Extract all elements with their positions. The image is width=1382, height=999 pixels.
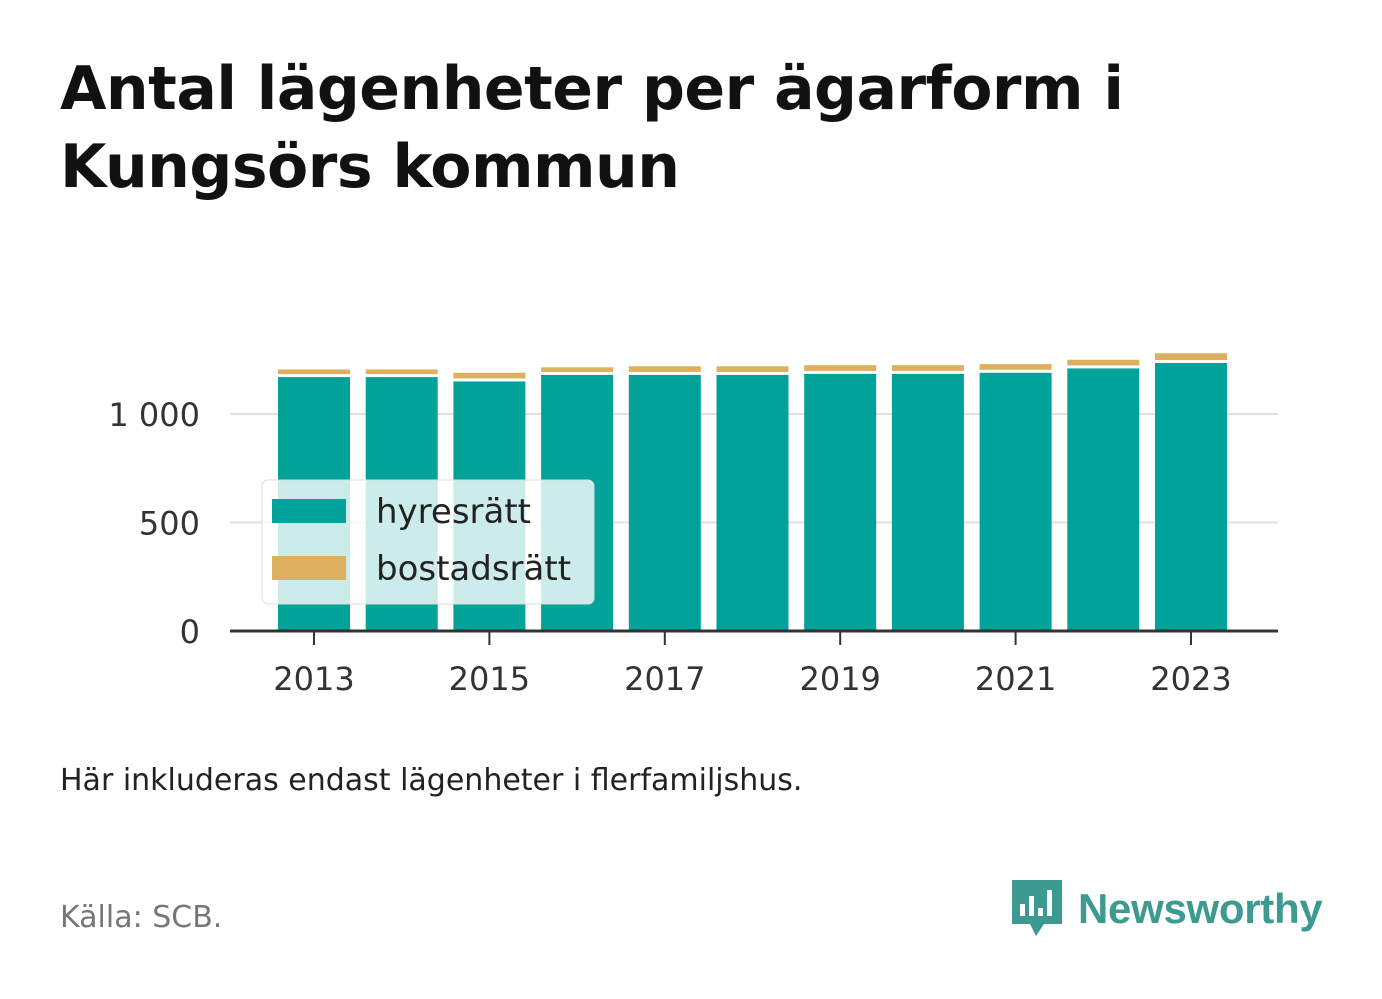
bar-2020-segment (891, 373, 964, 631)
chart-title: Antal lägenheter per ägarform i Kungsörs… (60, 54, 1124, 202)
legend-item[interactable]: bostadsrätt (272, 549, 571, 589)
brand-name: Newsworthy (1078, 885, 1323, 932)
bar-2022-segment (1067, 368, 1140, 631)
newsworthy-logo-icon (1012, 880, 1062, 936)
x-tick-label: 2013 (273, 660, 354, 698)
legend-item[interactable]: hyresrätt (272, 492, 531, 532)
x-tick-label: 2021 (975, 660, 1056, 698)
y-tick-label: 1 000 (108, 396, 200, 434)
legend: hyresrätt bostadsrätt (261, 479, 595, 605)
x-axis: 2013 2015 2017 2019 2021 2023 (230, 629, 1278, 698)
bar-2023-segment (1155, 363, 1227, 631)
bar-2023-segment (1155, 353, 1227, 361)
bar-chart: 2013 2015 2017 2019 2021 2023 0 500 1 000 hyres… (108, 353, 1278, 698)
bar-2017-segment (628, 366, 701, 372)
source-text: Källa: SCB. (60, 900, 223, 935)
bar-stack-2020 (891, 365, 964, 631)
x-tick-label: 2015 (449, 660, 530, 698)
bar-2015-segment (453, 372, 526, 379)
legend-label: bostadsrätt (376, 549, 571, 589)
x-tick-label: 2019 (799, 660, 880, 698)
bar-2019-segment (804, 365, 877, 371)
bar-stack-2017 (628, 366, 701, 631)
bar-stack-2022 (1067, 359, 1140, 631)
bar-2021-segment (979, 372, 1052, 631)
legend-swatch (272, 499, 346, 523)
legend-label: hyresrätt (376, 492, 531, 532)
bar-2018-segment (716, 366, 789, 372)
bar-stack-2021 (979, 364, 1052, 631)
x-tick-label: 2017 (624, 660, 705, 698)
bar-2022-segment (1067, 359, 1140, 366)
bar-2018-segment (716, 374, 789, 631)
bar-2020-segment (891, 365, 964, 371)
bar-2019-segment (804, 373, 877, 631)
bar-2017-segment (628, 374, 701, 631)
bar-stack-2019 (804, 365, 877, 631)
legend-swatch (272, 556, 346, 580)
bar-2014-segment (365, 369, 438, 375)
bar-2021-segment (979, 364, 1052, 370)
bar-2013-segment (278, 369, 350, 375)
y-tick-label: 0 (180, 613, 200, 651)
newsworthy-logo[interactable]: Newsworthy (1010, 878, 1323, 940)
bar-2016-segment (541, 367, 614, 372)
chart-note: Här inkluderas endast lägenheter i flerf… (60, 763, 803, 798)
x-tick-label: 2023 (1150, 660, 1231, 698)
y-axis-ticks: 0 500 1 000 (108, 396, 200, 651)
bar-stack-2018 (716, 366, 789, 631)
y-tick-label: 500 (139, 505, 200, 543)
bar-stack-2023 (1155, 353, 1227, 631)
